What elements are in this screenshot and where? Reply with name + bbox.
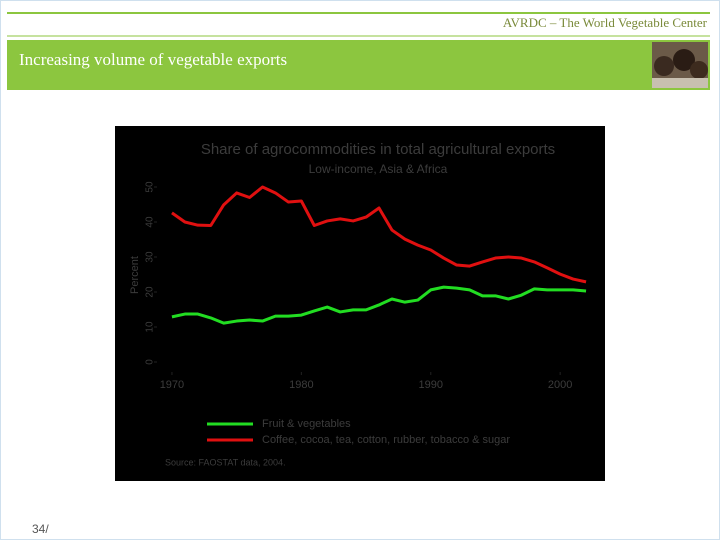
organization: AVRDC – The World Vegetable Center xyxy=(503,15,708,30)
x-tick-label: 1980 xyxy=(289,379,313,391)
y-tick-label: 10 xyxy=(145,321,156,333)
y-tick-label: 20 xyxy=(145,286,156,298)
y-tick-label: 50 xyxy=(145,181,156,193)
chart-title: Share of agrocommodities in total agricu… xyxy=(201,141,555,158)
x-tick-label: 2000 xyxy=(548,379,572,391)
legend-label: Coffee, cocoa, tea, cotton, rubber, toba… xyxy=(262,434,510,446)
chart-source: Source: FAOSTAT data, 2004. xyxy=(165,457,286,467)
series-line xyxy=(171,285,587,325)
legend-label: Fruit & vegetables xyxy=(262,418,351,430)
x-tick-label: 1970 xyxy=(160,379,184,391)
y-axis-label: Percent xyxy=(129,256,141,294)
slide-title: Increasing volume of vegetable exports xyxy=(19,50,287,69)
page-number: 34/ xyxy=(32,522,49,536)
chart-subtitle: Low-income, Asia & Africa xyxy=(309,162,448,176)
y-tick-label: 30 xyxy=(145,251,156,263)
title-bar xyxy=(7,40,710,90)
x-tick-label: 1990 xyxy=(419,379,443,391)
series-line xyxy=(171,185,587,284)
chart-background xyxy=(115,126,605,481)
photo xyxy=(652,42,708,88)
plot: 0 10 20 30 40 50 1970 1980 1990 2000 Fruit & veget… xyxy=(145,181,587,446)
y-tick-label: 0 xyxy=(145,359,156,365)
y-tick-label: 40 xyxy=(145,216,156,228)
